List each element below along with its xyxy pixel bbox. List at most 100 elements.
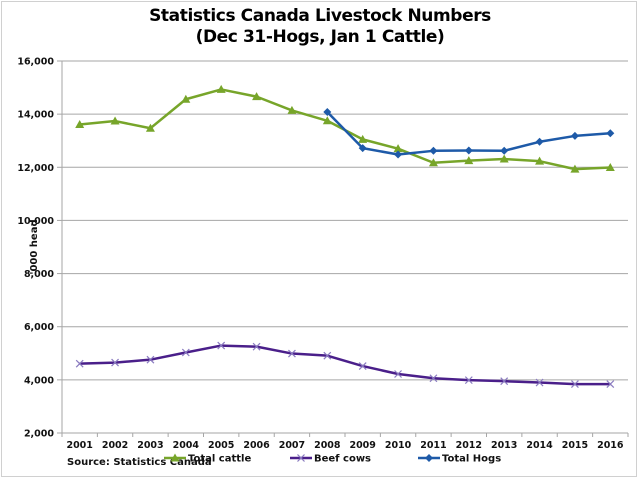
x-marker-stroke bbox=[146, 355, 155, 364]
legend-marker bbox=[170, 453, 180, 462]
legend-marker bbox=[297, 454, 305, 462]
y-tick-label: 10,000 bbox=[17, 216, 54, 227]
x-marker-stroke bbox=[288, 349, 296, 358]
x-marker-stroke bbox=[75, 359, 84, 368]
x-marker-stroke bbox=[111, 358, 119, 367]
data-point-total-hogs bbox=[535, 137, 544, 146]
y-tick-label: 6,000 bbox=[24, 322, 54, 333]
x-marker-stroke bbox=[358, 362, 367, 370]
x-marker-stroke bbox=[571, 380, 579, 389]
data-point-beef-cows bbox=[111, 358, 119, 367]
data-point-total-cattle bbox=[464, 156, 474, 165]
y-tick-label: 16,000 bbox=[17, 57, 54, 68]
x-marker-stroke bbox=[606, 380, 615, 389]
x-tick-label: 2016 bbox=[597, 440, 624, 451]
y-axis-ticks: 2,000 4,000 6,000 8,000 10,000 12,000 14,000 16… bbox=[17, 57, 62, 440]
x-tick-label: 2015 bbox=[562, 440, 588, 451]
data-point-total-cattle bbox=[110, 116, 120, 125]
source-note: Source: Statistics Canada bbox=[67, 457, 212, 468]
series-group bbox=[75, 84, 615, 389]
data-point-beef-cows bbox=[429, 374, 438, 383]
data-point-total-cattle bbox=[322, 116, 332, 125]
data-point-beef-cows bbox=[500, 377, 509, 386]
x-marker-stroke bbox=[217, 341, 226, 350]
data-point-total-hogs bbox=[323, 108, 332, 117]
data-point-beef-cows bbox=[358, 362, 367, 370]
y-tick-label: 2,000 bbox=[24, 429, 54, 440]
y-tick-label: 14,000 bbox=[17, 110, 54, 121]
data-point-total-hogs bbox=[500, 146, 509, 155]
data-point-total-hogs bbox=[358, 144, 367, 153]
legend-item-total-cattle: Total cattle bbox=[164, 453, 251, 465]
chart-title: Statistics Canada Livestock Numbers bbox=[149, 6, 491, 26]
legend-marker bbox=[425, 454, 433, 462]
x-marker-stroke bbox=[323, 351, 332, 360]
data-point-beef-cows bbox=[323, 351, 332, 360]
x-marker-stroke bbox=[394, 370, 402, 378]
legend-item-total-hogs: Total Hogs bbox=[418, 454, 501, 465]
data-point-total-cattle bbox=[535, 156, 545, 165]
data-point-beef-cows bbox=[146, 355, 155, 364]
x-tick-label: 2014 bbox=[526, 440, 553, 451]
x-axis-ticks: 2001 2002 2003 2004 2005 2006 2007 2008 2009 2010… bbox=[61, 433, 629, 451]
data-point-total-cattle bbox=[393, 144, 403, 153]
x-tick-label: 2003 bbox=[137, 440, 163, 451]
x-tick-label: 2001 bbox=[66, 440, 92, 451]
data-point-beef-cows bbox=[217, 341, 226, 350]
data-point-beef-cows bbox=[288, 349, 296, 358]
series-total-hogs bbox=[323, 108, 615, 159]
x-tick-label: 2008 bbox=[314, 440, 341, 451]
data-point-total-cattle bbox=[428, 158, 438, 167]
data-point-total-hogs bbox=[570, 131, 579, 140]
data-point-total-cattle bbox=[75, 120, 85, 129]
chart-title-block: Statistics Canada Livestock Numbers (Dec… bbox=[0, 6, 640, 48]
data-point-beef-cows bbox=[252, 342, 261, 351]
y-tick-label: 8,000 bbox=[24, 269, 54, 280]
x-tick-label: 2010 bbox=[385, 440, 412, 451]
gridlines bbox=[62, 60, 628, 381]
data-point-total-cattle bbox=[358, 134, 368, 143]
x-tick-label: 2007 bbox=[279, 440, 305, 451]
x-marker-stroke bbox=[297, 454, 305, 462]
x-marker-stroke bbox=[429, 374, 438, 383]
x-marker-stroke bbox=[535, 378, 544, 387]
data-point-beef-cows bbox=[181, 348, 190, 357]
data-point-total-cattle bbox=[570, 164, 580, 173]
data-point-total-cattle bbox=[287, 105, 297, 114]
data-point-total-cattle bbox=[216, 84, 226, 93]
data-point-beef-cows bbox=[394, 370, 402, 378]
x-tick-label: 2004 bbox=[173, 440, 200, 451]
y-tick-label: 4,000 bbox=[24, 375, 54, 386]
legend-item-beef-cows: Beef cows bbox=[290, 454, 371, 465]
legend-label: Beef cows bbox=[314, 454, 371, 465]
data-point-total-cattle bbox=[252, 92, 262, 101]
data-point-total-cattle bbox=[605, 163, 615, 172]
data-point-beef-cows bbox=[606, 380, 615, 389]
x-marker-stroke bbox=[500, 377, 509, 386]
data-point-total-cattle bbox=[499, 154, 509, 163]
data-point-total-hogs bbox=[606, 129, 615, 138]
x-tick-label: 2002 bbox=[102, 440, 128, 451]
series-beef-cows bbox=[75, 341, 615, 389]
x-marker-stroke bbox=[181, 348, 190, 357]
series-line-beef-cows bbox=[79, 344, 611, 386]
data-point-total-hogs bbox=[394, 150, 403, 159]
data-point-beef-cows bbox=[75, 359, 84, 368]
x-marker-stroke bbox=[464, 376, 473, 385]
data-point-beef-cows bbox=[464, 376, 473, 385]
data-point-total-cattle bbox=[181, 94, 191, 103]
data-point-total-hogs bbox=[464, 146, 473, 155]
y-axis-label: '000 head bbox=[29, 219, 40, 274]
data-point-total-hogs bbox=[429, 146, 438, 155]
x-marker-stroke bbox=[252, 342, 261, 351]
y-tick-label: 12,000 bbox=[17, 163, 54, 174]
chart-subtitle: (Dec 31-Hogs, Jan 1 Cattle) bbox=[195, 27, 445, 47]
data-point-beef-cows bbox=[571, 380, 579, 389]
data-point-total-cattle bbox=[145, 123, 155, 132]
x-tick-label: 2005 bbox=[208, 440, 234, 451]
x-tick-label: 2009 bbox=[349, 440, 375, 451]
x-tick-label: 2013 bbox=[491, 440, 517, 451]
legend: Total cattle Beef cows Total Hogs bbox=[164, 453, 501, 465]
legend-label: Total Hogs bbox=[442, 454, 501, 465]
